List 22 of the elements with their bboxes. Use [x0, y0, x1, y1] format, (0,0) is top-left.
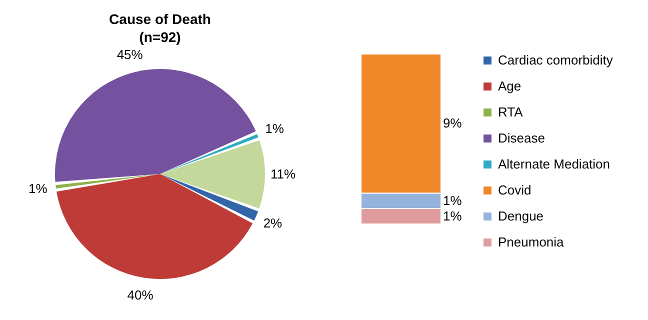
data-label: 1%: [265, 121, 284, 136]
pie-slice: [56, 174, 160, 188]
legend-label: Dengue: [498, 208, 544, 224]
chart-title: Cause of Death: [109, 10, 211, 27]
pie-slice: [160, 134, 258, 174]
data-label: 1%: [28, 180, 48, 196]
data-label: 2%: [263, 215, 283, 230]
data-label: 9%: [443, 116, 462, 131]
data-label: 1%: [443, 208, 462, 224]
legend-label: Alternate Mediation: [498, 156, 610, 172]
data-label: 11%: [270, 166, 296, 182]
data-label: 40%: [127, 287, 154, 302]
legend-label: Age: [498, 78, 522, 94]
data-label: 45%: [116, 46, 144, 62]
legend-label: Pneumonia: [498, 234, 565, 250]
chart-subtitle: (n=92): [139, 28, 181, 45]
legend-label: Covid: [498, 182, 532, 198]
legend-label: RTA: [498, 104, 524, 120]
legend-label: Cardiac comorbidity: [498, 52, 614, 68]
data-label: 1%: [443, 192, 462, 208]
legend-label: Disease: [498, 130, 545, 146]
pie-slice: [160, 174, 258, 221]
